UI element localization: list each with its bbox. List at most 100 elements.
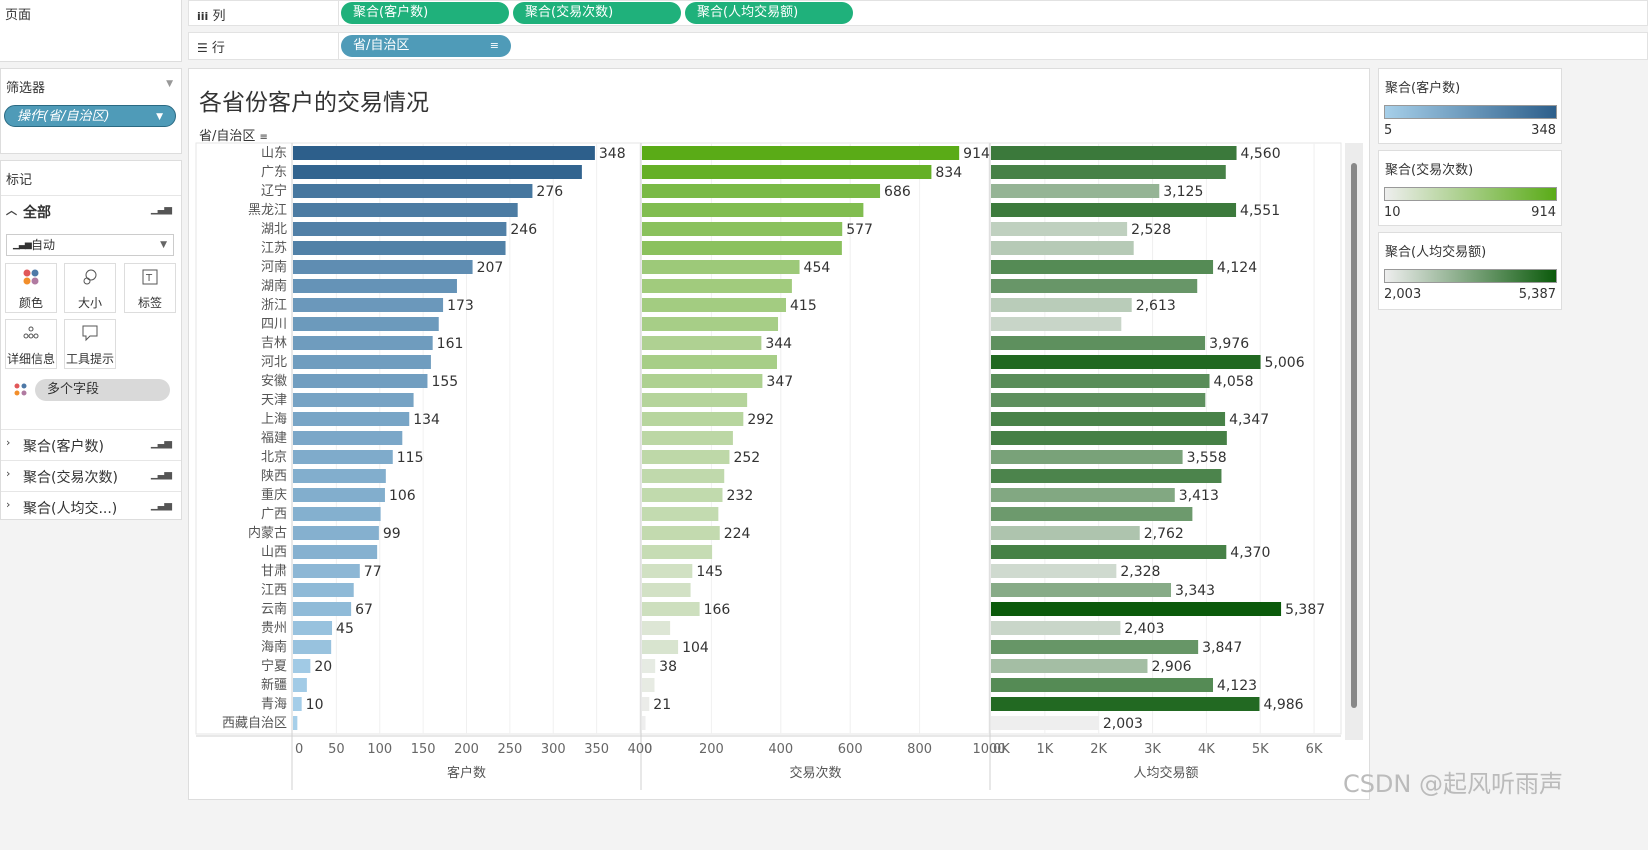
data-label: 134 <box>413 412 440 428</box>
legend-avg-amount[interactable]: 聚合(人均交易额) 2,003 5,387 <box>1378 232 1562 310</box>
marks-all-row[interactable]: ︿ 全部 ▁▃▅ <box>1 195 181 225</box>
bar <box>991 374 1210 388</box>
data-label: 252 <box>733 450 760 466</box>
x-tick-label: 1000 <box>972 742 1005 757</box>
data-label: 3,413 <box>1179 488 1219 504</box>
x-axis-label: 客户数 <box>447 765 486 781</box>
bar <box>642 336 762 350</box>
bar <box>642 678 655 692</box>
x-tick-label: 4K <box>1198 742 1215 757</box>
bar <box>991 659 1148 673</box>
columns-shelf[interactable]: iii 列 聚合(客户数) 聚合(交易次数) 聚合(人均交易额) <box>188 0 1648 26</box>
column-pill-avg-amount[interactable]: 聚合(人均交易额) <box>685 2 853 24</box>
data-label: 4,560 <box>1241 146 1281 162</box>
x-tick-label: 0K <box>993 742 1010 757</box>
bar <box>293 583 354 597</box>
bar <box>642 564 693 578</box>
data-label: 207 <box>477 260 504 276</box>
bar <box>293 146 595 160</box>
category-label: 湖北 <box>261 222 287 237</box>
data-label: 246 <box>510 222 537 238</box>
legend-transactions[interactable]: 聚合(交易次数) 10 914 <box>1378 150 1562 226</box>
data-label: 145 <box>696 564 723 580</box>
detail-button-label: 详细信息 <box>6 352 55 366</box>
chevron-down-icon[interactable]: ▼ <box>156 112 163 122</box>
bar <box>642 260 800 274</box>
mark-type-select[interactable]: ▁▃▅ 自动 ▼ <box>6 234 174 256</box>
filters-menu-icon[interactable]: ▼ <box>166 79 173 89</box>
data-label: 5,387 <box>1285 602 1325 618</box>
x-tick-label: 800 <box>907 742 932 757</box>
columns-icon: iii <box>197 10 209 23</box>
bar <box>642 583 691 597</box>
bar <box>991 355 1261 369</box>
data-label: 232 <box>727 488 754 504</box>
category-label: 海南 <box>261 639 287 655</box>
detail-button[interactable]: 详细信息 <box>5 319 57 369</box>
x-axis-label: 人均交易额 <box>1133 765 1198 781</box>
legend-customers[interactable]: 聚合(客户数) 5 348 <box>1378 68 1562 144</box>
x-tick-label: 2K <box>1090 742 1107 757</box>
bar <box>642 697 650 711</box>
bar <box>293 355 431 369</box>
tooltip-button[interactable]: 工具提示 <box>64 319 116 369</box>
bar <box>991 260 1214 274</box>
data-label: 4,986 <box>1263 697 1303 713</box>
color-button[interactable]: 颜色 <box>5 263 57 313</box>
bar <box>642 298 787 312</box>
data-label: 348 <box>599 146 626 162</box>
legend-min: 10 <box>1384 205 1401 220</box>
pages-shelf[interactable]: 页面 <box>0 0 182 62</box>
marks-measure-transactions[interactable]: › 聚合(交易次数) ▁▃▅ <box>1 460 181 490</box>
category-label: 甘肃 <box>261 564 287 579</box>
bar <box>293 298 444 312</box>
x-tick-label: 300 <box>541 742 566 757</box>
label-button[interactable]: T 标签 <box>124 263 176 313</box>
scrollbar-thumb[interactable] <box>1351 163 1357 708</box>
column-pill-customers[interactable]: 聚合(客户数) <box>341 2 509 24</box>
row-header[interactable]: 省/自治区 ≡ <box>199 129 268 144</box>
data-label: 161 <box>437 336 464 352</box>
bar <box>642 393 748 407</box>
row-pill-label: 省/自治区 <box>353 38 410 53</box>
size-button[interactable]: 大小 <box>64 263 116 313</box>
column-pill-transactions[interactable]: 聚合(交易次数) <box>513 2 681 24</box>
marks-measure-avg-amount[interactable]: › 聚合(人均交...) ▁▃▅ <box>1 491 181 521</box>
bar <box>293 602 352 616</box>
data-label: 115 <box>397 450 424 466</box>
data-label: 2,906 <box>1151 659 1191 675</box>
data-label: 77 <box>364 564 382 580</box>
legend-title: 聚合(人均交易额) <box>1385 245 1487 260</box>
data-label: 344 <box>765 336 792 352</box>
rows-shelf[interactable]: ☰ 行 省/自治区 ≡ <box>188 32 1648 60</box>
category-label: 内蒙古 <box>248 525 287 541</box>
category-label: 江西 <box>261 583 287 598</box>
filter-pill-province[interactable]: 操作(省/自治区) ▼ <box>4 105 176 127</box>
bar <box>991 222 1128 236</box>
marks-all-label: 全部 <box>23 205 51 221</box>
chart-area: 山东广东辽宁黑龙江湖北江苏河南湖南浙江四川吉林河北安徽天津上海福建北京陕西重庆广… <box>195 142 1363 790</box>
chevron-down-icon: ▼ <box>160 240 167 250</box>
data-label: 20 <box>314 659 332 675</box>
bar <box>642 621 671 635</box>
x-tick-label: 0 <box>295 742 303 757</box>
bar <box>293 716 298 730</box>
multi-field-pill[interactable]: 多个字段 <box>35 379 170 401</box>
data-label: 3,558 <box>1187 450 1227 466</box>
category-label: 吉林 <box>261 336 287 351</box>
rows-shelf-label: ☰ 行 <box>197 41 225 56</box>
bar <box>293 184 533 198</box>
row-pill-province[interactable]: 省/自治区 ≡ <box>341 35 511 57</box>
x-tick-label: 1K <box>1036 742 1053 757</box>
sort-icon[interactable]: ≡ <box>489 39 499 52</box>
svg-text:T: T <box>145 273 153 284</box>
bar-chart-icon: ▁▃▅ <box>150 204 172 215</box>
data-label: 10 <box>306 697 324 713</box>
legend-gradient <box>1384 105 1557 119</box>
bar-chart-icon: ▁▃▅ <box>150 500 172 511</box>
data-label: 3,847 <box>1202 640 1242 656</box>
size-button-label: 大小 <box>77 296 102 310</box>
marks-measure-customers[interactable]: › 聚合(客户数) ▁▃▅ <box>1 429 181 459</box>
columns-shelf-label: iii 列 <box>197 9 226 24</box>
bar <box>293 507 381 521</box>
